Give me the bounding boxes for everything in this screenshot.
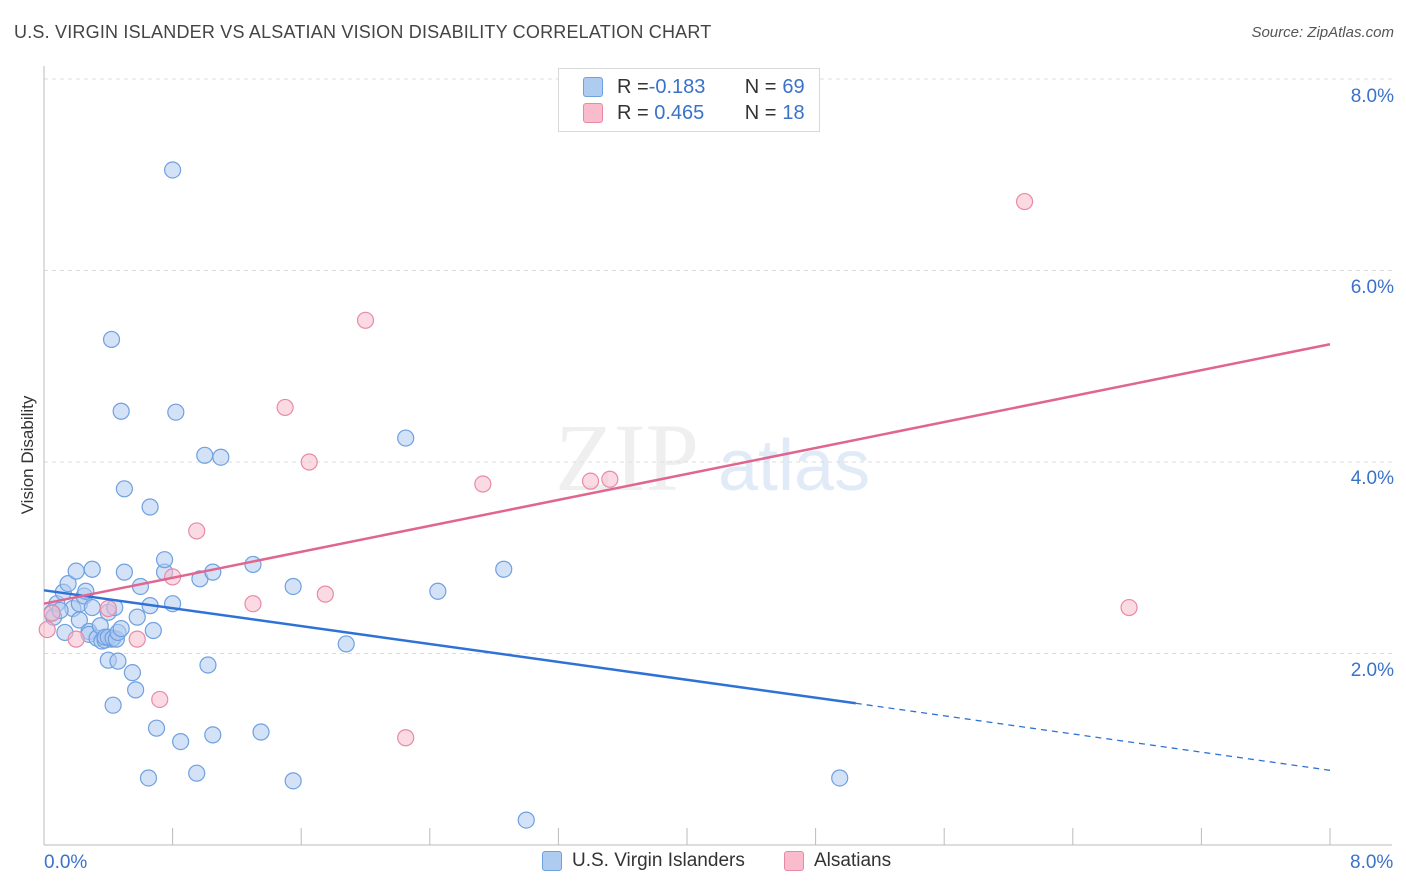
data-point: [188, 522, 206, 540]
data-point: [112, 402, 130, 420]
data-point: [474, 475, 492, 493]
legend-swatch-pink: [583, 103, 603, 123]
data-point: [581, 472, 600, 490]
data-point: [601, 470, 619, 488]
data-point: [147, 719, 166, 737]
legend-item-alsatians[interactable]: Alsatians: [784, 850, 891, 872]
stats-legend: R = -0.183 N = 69 R = 0.465 N = 18: [558, 68, 820, 132]
data-point: [429, 582, 447, 600]
y-tick-label: 8.0%: [1350, 86, 1394, 107]
y-axis-label: Vision Disability: [18, 395, 37, 515]
data-point: [252, 723, 270, 741]
trend-lines: [43, 343, 1331, 771]
axes: [43, 66, 1392, 846]
data-point: [67, 562, 85, 580]
data-point: [172, 732, 190, 751]
y-tick-label: 4.0%: [1350, 468, 1394, 489]
r-label: R =: [617, 75, 649, 98]
r-label: R =: [617, 101, 649, 124]
stats-row-virgin-islanders: R = -0.183 N = 69: [583, 74, 805, 100]
trend-line: [43, 589, 856, 705]
data-point: [244, 555, 262, 574]
legend-label: Alsatians: [814, 850, 892, 871]
y-tick-label: 6.0%: [1350, 277, 1394, 298]
data-point: [128, 630, 146, 648]
data-point: [99, 599, 117, 618]
data-point: [244, 595, 262, 613]
n-label: N =: [744, 101, 777, 124]
data-point: [199, 656, 217, 674]
data-point: [102, 330, 121, 349]
data-point: [188, 764, 206, 782]
data-point: [115, 563, 133, 581]
watermark: ZIP atlas: [555, 404, 870, 511]
data-point: [127, 681, 145, 699]
x-tick-label: 8.0%: [1350, 852, 1394, 873]
data-point: [83, 560, 101, 578]
data-point: [67, 630, 85, 648]
data-point: [337, 635, 355, 653]
data-point: [104, 696, 122, 714]
data-point: [155, 551, 174, 569]
data-point: [112, 620, 130, 638]
data-point: [144, 621, 162, 640]
data-point: [1120, 598, 1138, 617]
watermark-zip: ZIP: [555, 404, 699, 511]
trend-line-extension: [855, 702, 1331, 771]
watermark-atlas: atlas: [718, 426, 870, 506]
data-point: [123, 664, 142, 682]
data-point: [83, 598, 101, 617]
data-point: [38, 620, 56, 639]
data-point: [212, 448, 230, 466]
data-point: [831, 769, 849, 787]
source-label: Source: ZipAtlas.com: [1251, 24, 1394, 41]
data-point: [356, 311, 375, 329]
data-point: [284, 577, 302, 596]
data-point: [397, 429, 415, 447]
legend-swatch-blue: [542, 851, 562, 871]
data-point: [204, 563, 222, 581]
series-alsatians: [38, 192, 1138, 747]
data-point: [196, 446, 214, 464]
legend-swatch-blue: [583, 77, 603, 97]
stats-row-alsatians: R = 0.465 N = 18: [583, 100, 805, 126]
x-tick-label: 0.0%: [44, 852, 88, 873]
data-point: [43, 604, 61, 622]
legend-swatch-pink: [784, 851, 804, 871]
data-point: [139, 769, 158, 787]
data-point: [115, 480, 133, 498]
n-value: 18: [782, 101, 805, 124]
data-point: [141, 498, 159, 516]
data-point: [128, 608, 146, 626]
data-point: [495, 560, 513, 578]
legend-item-virgin-islanders[interactable]: U.S. Virgin Islanders: [542, 850, 745, 872]
data-point: [151, 690, 169, 709]
data-point: [276, 398, 294, 417]
grid-lines: [44, 78, 1392, 654]
n-label: N =: [744, 75, 777, 98]
r-value: -0.183: [648, 75, 706, 98]
y-tick-label: 2.0%: [1350, 660, 1394, 681]
data-point: [517, 811, 535, 829]
data-point: [109, 652, 127, 670]
data-point: [284, 772, 302, 790]
data-point: [164, 161, 182, 179]
chart-title: U.S. VIRGIN ISLANDER VS ALSATIAN VISION …: [14, 22, 712, 42]
data-point: [1015, 192, 1034, 211]
data-point: [300, 453, 318, 471]
data-point: [59, 575, 77, 593]
data-point: [167, 403, 185, 421]
legend-label: U.S. Virgin Islanders: [572, 850, 745, 871]
n-value: 69: [782, 75, 805, 98]
data-point: [204, 726, 222, 744]
trend-line: [43, 343, 1331, 605]
data-point: [397, 729, 415, 747]
r-value: 0.465: [648, 101, 705, 124]
data-point: [316, 585, 334, 603]
